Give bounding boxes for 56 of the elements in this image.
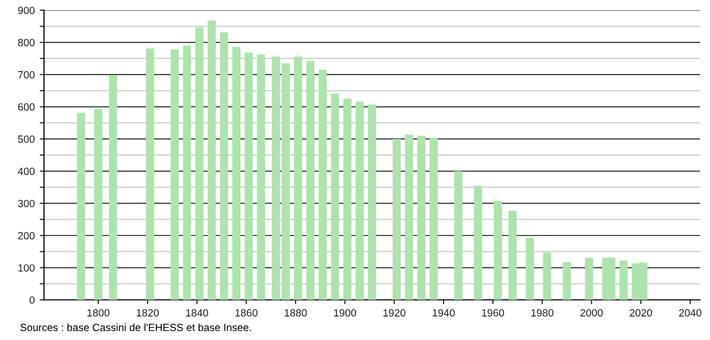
y-tick-label: 900 bbox=[18, 6, 35, 14]
bar bbox=[256, 54, 266, 300]
bar bbox=[294, 56, 302, 300]
x-tick-label: 1860 bbox=[235, 309, 258, 317]
y-tick-label: 600 bbox=[18, 103, 35, 111]
bar bbox=[244, 52, 253, 300]
bar bbox=[585, 258, 594, 300]
x-tick-label: 1900 bbox=[334, 309, 356, 317]
bar bbox=[232, 46, 240, 300]
bar bbox=[356, 102, 364, 300]
bar bbox=[454, 171, 462, 300]
y-tick-label: 300 bbox=[18, 200, 35, 208]
bar bbox=[417, 136, 426, 300]
bar bbox=[195, 27, 204, 300]
bar bbox=[94, 108, 102, 300]
bar bbox=[343, 98, 352, 300]
bar bbox=[562, 262, 571, 300]
x-tick-label: 2040 bbox=[679, 309, 702, 317]
bar bbox=[330, 94, 340, 300]
y-tick-label: 500 bbox=[18, 135, 35, 143]
x-tick-label: 2000 bbox=[580, 309, 603, 317]
bar bbox=[76, 112, 86, 300]
y-tick-label: 0 bbox=[30, 296, 35, 304]
bar bbox=[508, 210, 517, 300]
x-tick-label: 1980 bbox=[531, 309, 554, 317]
y-tick-label: 700 bbox=[18, 71, 35, 78]
bar bbox=[474, 186, 482, 300]
y-tick-label: 100 bbox=[18, 264, 35, 272]
x-tick-label: 1920 bbox=[383, 309, 406, 317]
y-tick-label: 200 bbox=[18, 232, 35, 240]
x-tick-label: 1800 bbox=[87, 309, 110, 317]
bar bbox=[182, 46, 192, 300]
bar bbox=[526, 238, 534, 300]
x-tick-label: 1880 bbox=[284, 309, 307, 317]
bar bbox=[208, 20, 216, 300]
x-tick-label: 1820 bbox=[136, 309, 159, 317]
y-tick-label: 800 bbox=[18, 38, 35, 46]
x-tick-label: 2020 bbox=[630, 309, 652, 317]
y-tick-label: 400 bbox=[18, 168, 35, 176]
x-tick-label: 1960 bbox=[482, 309, 504, 317]
bar bbox=[318, 70, 327, 300]
x-tick-label: 1940 bbox=[432, 309, 455, 317]
bar bbox=[170, 49, 179, 300]
bar bbox=[404, 134, 414, 300]
bar bbox=[494, 200, 502, 300]
bar bbox=[430, 138, 438, 300]
bar bbox=[109, 75, 118, 300]
x-tick-label: 1840 bbox=[186, 309, 208, 317]
bar bbox=[146, 48, 154, 300]
bar bbox=[220, 32, 228, 300]
bar bbox=[543, 252, 552, 300]
bar bbox=[620, 260, 628, 300]
bar bbox=[368, 104, 376, 300]
source-note: Sources : base Cassini de l'EHESS et base Insee. bbox=[20, 323, 251, 332]
bar bbox=[306, 60, 314, 300]
bar bbox=[392, 138, 401, 300]
